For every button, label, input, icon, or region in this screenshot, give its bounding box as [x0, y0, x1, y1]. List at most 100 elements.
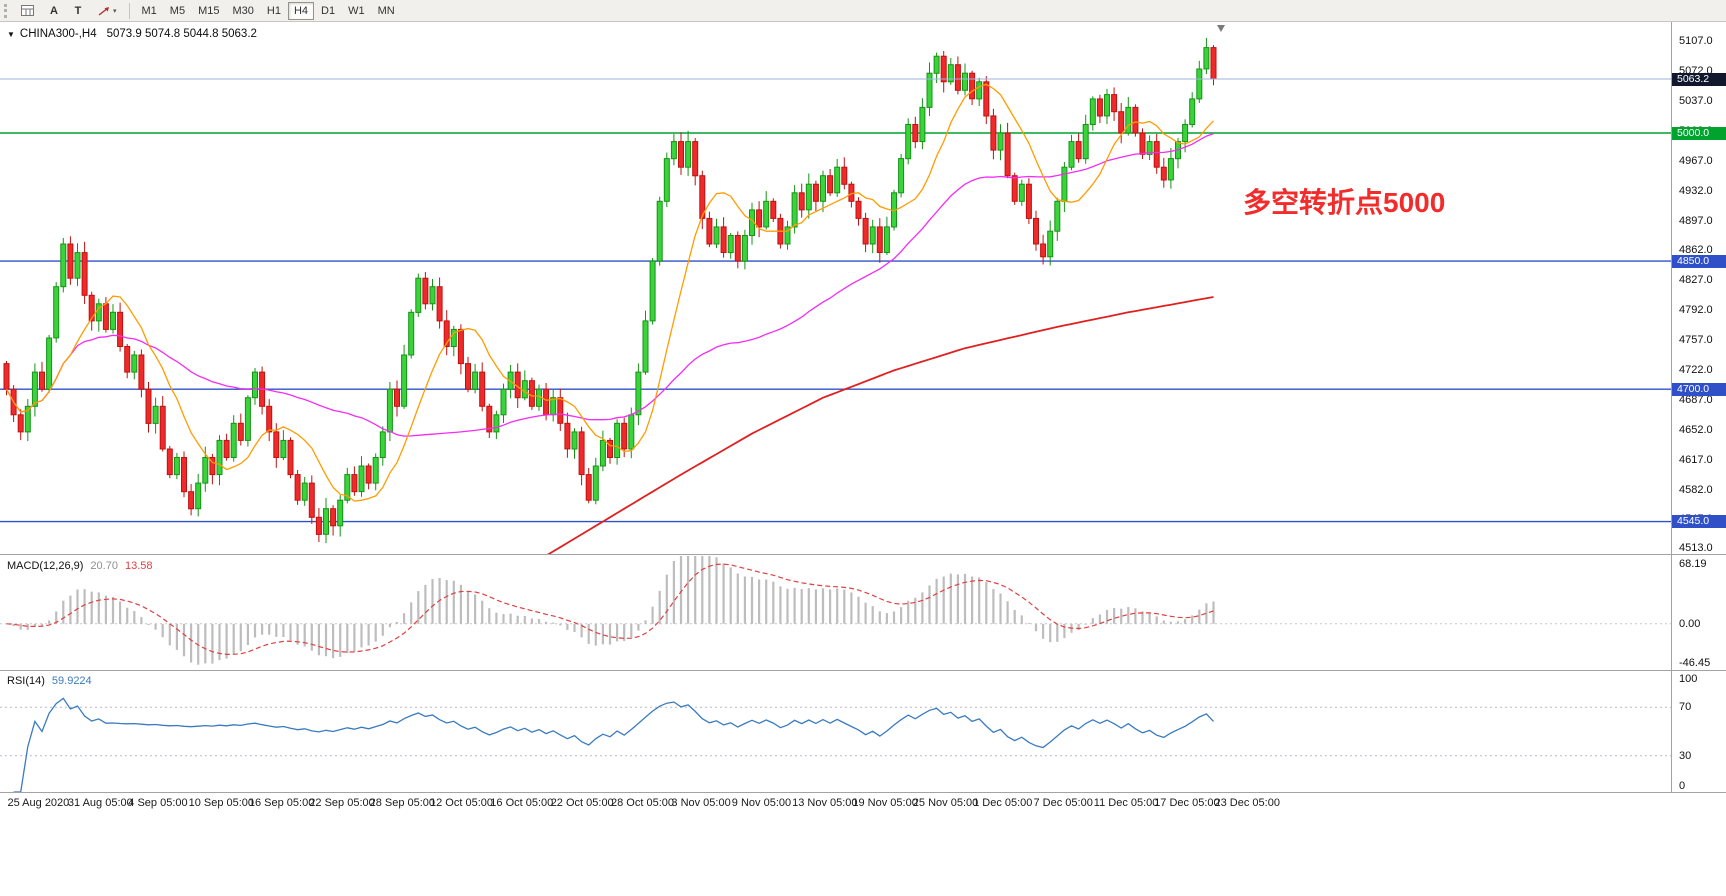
- rsi-name: RSI(14): [7, 675, 45, 687]
- date-tick-label: 13 Nov 05:00: [792, 797, 858, 809]
- symbol-name: CHINA300-,H4: [19, 28, 97, 40]
- fast-ma-line: [5, 83, 1214, 502]
- chart-window-icon: [21, 5, 34, 16]
- chevron-down-icon: ▾: [113, 7, 117, 15]
- rsi-axis-label: 70: [1679, 701, 1692, 714]
- date-tick-label: 19 Nov 05:00: [852, 797, 918, 809]
- slow-ma-line: [5, 132, 1214, 437]
- macd-value: 20.70: [90, 560, 118, 572]
- price-tick-label: 4932.0: [1679, 184, 1713, 197]
- date-tick-label: 12 Oct 05:00: [430, 797, 493, 809]
- date-tick-label: 3 Nov 05:00: [671, 797, 731, 809]
- chevron-down-icon: ▼: [7, 29, 15, 39]
- date-tick-label: 22 Oct 05:00: [550, 797, 614, 809]
- timeframe-w1[interactable]: W1: [342, 2, 371, 20]
- rsi-value: 59.9224: [51, 675, 92, 687]
- price-axis[interactable]: 5107.05072.05037.05002.04967.04932.04897…: [1671, 22, 1726, 793]
- macd-axis-label: 0.00: [1679, 617, 1701, 630]
- panel-separator[interactable]: [0, 554, 1726, 555]
- price-tick-label: 4862.0: [1679, 244, 1713, 257]
- timeframe-m1[interactable]: M1: [136, 2, 163, 20]
- chart-shift-marker[interactable]: [1217, 25, 1225, 32]
- panel-separator[interactable]: [0, 670, 1726, 671]
- macd-histogram: [12, 556, 1215, 665]
- toolbar-separator: [128, 2, 130, 19]
- rsi-axis-label: 30: [1679, 749, 1692, 762]
- price-tick-label: 4687.0: [1679, 393, 1713, 406]
- date-tick-label: 23 Dec 05:00: [1214, 797, 1280, 809]
- timeframe-m15[interactable]: M15: [192, 2, 225, 20]
- rsi-line: [13, 697, 1214, 792]
- price-tick-label: 4722.0: [1679, 363, 1713, 376]
- drawing-tools-group: A T ▾: [14, 2, 123, 20]
- toolbar: A T ▾ M1 M5 M15 M30 H1 H4 D1 W1 MN: [0, 0, 1726, 22]
- toolbar-grip[interactable]: [4, 3, 8, 18]
- current-price-badge: 5063.2: [1672, 72, 1726, 86]
- timeframe-m30[interactable]: M30: [226, 2, 259, 20]
- timeframe-h4[interactable]: H4: [287, 1, 315, 20]
- price-tick-label: 4582.0: [1679, 483, 1713, 496]
- price-tick-label: 4792.0: [1679, 304, 1713, 317]
- timeframe-mn[interactable]: MN: [372, 2, 401, 20]
- candles-layer: [3, 37, 1217, 544]
- draw-arrow-icon: [98, 6, 109, 16]
- rsi-axis-label: 100: [1679, 673, 1698, 685]
- date-tick-label: 4 Sep 05:00: [128, 797, 188, 809]
- date-tick-label: 16 Sep 05:00: [248, 797, 315, 809]
- macd-indicator-label: MACD(12,26,9) 20.70 13.58: [7, 560, 159, 572]
- price-line-badge: 4700.0: [1672, 382, 1726, 396]
- price-chart-canvas[interactable]: [0, 22, 1671, 554]
- macd-axis-label: 68.19: [1679, 558, 1707, 570]
- price-line-badge: 4850.0: [1672, 254, 1726, 268]
- macd-signal-line: [6, 563, 1214, 656]
- macd-name: MACD(12,26,9): [7, 560, 84, 572]
- price-line-badge: 4545.0: [1672, 515, 1726, 529]
- text-label-tool[interactable]: A: [43, 2, 65, 20]
- text-tool[interactable]: T: [67, 2, 89, 20]
- chart-window-icon[interactable]: [14, 2, 41, 20]
- date-tick-label: 7 Dec 05:00: [1033, 797, 1093, 809]
- macd-signal-value: 13.58: [124, 560, 153, 572]
- date-tick-label: 10 Sep 05:00: [188, 797, 255, 809]
- date-tick-label: 22 Sep 05:00: [309, 797, 375, 809]
- draw-arrow-tool-dropdown[interactable]: ▾: [91, 2, 123, 20]
- price-tick-label: 4757.0: [1679, 334, 1713, 346]
- price-tick-label: 4513.0: [1679, 542, 1713, 555]
- date-tick-label: 9 Nov 05:00: [731, 797, 792, 809]
- price-tick-label: 5037.0: [1679, 94, 1713, 107]
- date-tick-label: 28 Oct 05:00: [611, 797, 674, 809]
- price-line-badge: 5000.0: [1672, 126, 1726, 140]
- date-tick-label: 1 Dec 05:00: [973, 797, 1033, 809]
- horizontal-price-lines[interactable]: [0, 132, 1671, 523]
- price-tick-label: 4617.0: [1679, 453, 1713, 466]
- date-tick-label: 17 Dec 05:00: [1154, 797, 1220, 809]
- timeframe-d1[interactable]: D1: [315, 2, 341, 20]
- date-tick-label: 16 Oct 05:00: [490, 797, 554, 809]
- price-tick-label: 4897.0: [1679, 214, 1713, 227]
- date-tick-label: 31 Aug 05:00: [67, 797, 133, 809]
- price-tick-label: 4967.0: [1679, 154, 1713, 167]
- date-tick-label: 25 Nov 05:00: [912, 797, 979, 809]
- date-tick-label: 28 Sep 05:00: [369, 797, 436, 809]
- price-tick-label: 5107.0: [1679, 35, 1713, 48]
- date-tick-label: 11 Dec 05:00: [1093, 797, 1159, 809]
- long-trend-ma-line: [547, 296, 1214, 554]
- time-axis[interactable]: 25 Aug 2020 31 Aug 05:00 4 Sep 05:00 10 Sep…: [0, 793, 1671, 815]
- timeframe-h1[interactable]: H1: [261, 2, 287, 20]
- rsi-indicator-label: RSI(14) 59.9224: [7, 675, 99, 687]
- timeframe-m5[interactable]: M5: [164, 2, 191, 20]
- price-tick-label: 4827.0: [1679, 274, 1713, 287]
- timeframe-buttons-group: M1 M5 M15 M30 H1 H4 D1 W1 MN: [136, 1, 401, 20]
- date-tick-label: 25 Aug 2020: [7, 797, 70, 809]
- rsi-axis-label: 0: [1679, 780, 1686, 792]
- rsi-panel-canvas[interactable]: [0, 671, 1671, 792]
- ohlc-values: 5073.9 5074.8 5044.8 5063.2: [106, 28, 257, 40]
- annotation-text[interactable]: 多空转折点5000: [1243, 187, 1446, 218]
- price-tick-label: 4652.0: [1679, 423, 1713, 436]
- macd-axis-label: -46.45: [1679, 657, 1711, 669]
- panel-separator[interactable]: [0, 792, 1726, 793]
- chart-title: ▼ CHINA300-,H4 5073.9 5074.8 5044.8 5063…: [7, 28, 257, 40]
- macd-panel-canvas[interactable]: [0, 556, 1671, 670]
